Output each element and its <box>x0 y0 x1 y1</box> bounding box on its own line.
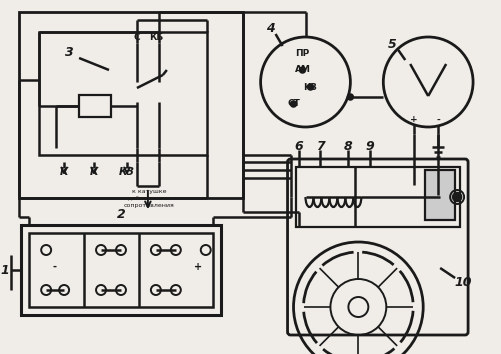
Text: С: С <box>133 34 140 42</box>
Circle shape <box>452 193 460 201</box>
Bar <box>21 225 220 315</box>
Text: 6: 6 <box>294 139 302 153</box>
Text: +: + <box>193 262 201 272</box>
Text: 9: 9 <box>365 139 374 153</box>
Text: 10: 10 <box>453 275 471 289</box>
Circle shape <box>308 85 312 90</box>
Text: добавочного: добавочного <box>127 196 170 201</box>
Text: 7: 7 <box>316 139 324 153</box>
Text: КЗ: КЗ <box>119 167 135 177</box>
Text: 2: 2 <box>116 209 125 222</box>
Bar <box>424 170 454 220</box>
Text: сопротивления: сопротивления <box>123 204 174 209</box>
Bar <box>19 12 242 198</box>
Bar <box>295 167 459 227</box>
Text: КЗ: КЗ <box>303 82 317 91</box>
Text: к катушке: к катушке <box>131 189 166 194</box>
Text: 5: 5 <box>387 39 396 51</box>
Text: ПР: ПР <box>295 50 309 58</box>
Text: К: К <box>90 167 98 177</box>
Text: СТ: СТ <box>287 99 300 108</box>
Text: 8: 8 <box>343 139 352 153</box>
Text: +: + <box>410 115 417 125</box>
Bar <box>79 95 111 117</box>
Circle shape <box>300 68 305 73</box>
Text: КБ: КБ <box>148 34 163 42</box>
Text: -: - <box>435 115 439 125</box>
Text: 4: 4 <box>266 22 275 34</box>
Circle shape <box>347 95 352 99</box>
Text: К: К <box>60 167 68 177</box>
Text: -: - <box>52 262 56 272</box>
Text: 1: 1 <box>1 263 10 276</box>
Text: АМ: АМ <box>294 65 310 74</box>
Bar <box>29 233 212 307</box>
Text: 3: 3 <box>65 46 73 58</box>
Circle shape <box>291 102 296 107</box>
Bar <box>39 32 206 155</box>
